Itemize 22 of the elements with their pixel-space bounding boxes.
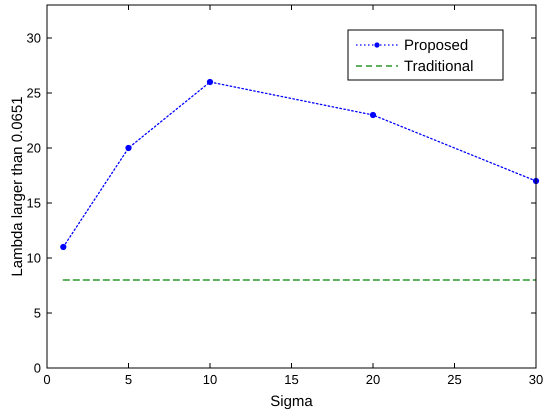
point [206,78,214,86]
y-tick-label: 5 [34,306,41,320]
x-tick-label: 25 [447,372,462,387]
x-tick-label: 0 [43,372,51,387]
x-tick-label: 5 [124,372,132,387]
y-tick-label: 20 [26,140,41,156]
x-tick-label: 20 [366,372,380,387]
legend-label: Proposed [404,37,468,54]
y-axis-title: Lambda larger than 0.0651 [9,96,26,277]
y-tick-label: 25 [26,86,41,100]
x-tick-label: 15 [284,372,299,387]
point [125,144,132,152]
y-tick-label: 30 [26,30,41,46]
y-tick-label: 0 [34,360,41,376]
point [60,244,66,250]
x-axis-title: Sigma [270,393,314,410]
x-tick-label: 10 [202,372,218,387]
y-tick-label: 15 [26,196,41,210]
point [370,112,376,118]
legend-label: Traditional [404,58,474,75]
y-tick-label: 10 [26,250,41,266]
x-tick-label: 30 [528,372,544,387]
